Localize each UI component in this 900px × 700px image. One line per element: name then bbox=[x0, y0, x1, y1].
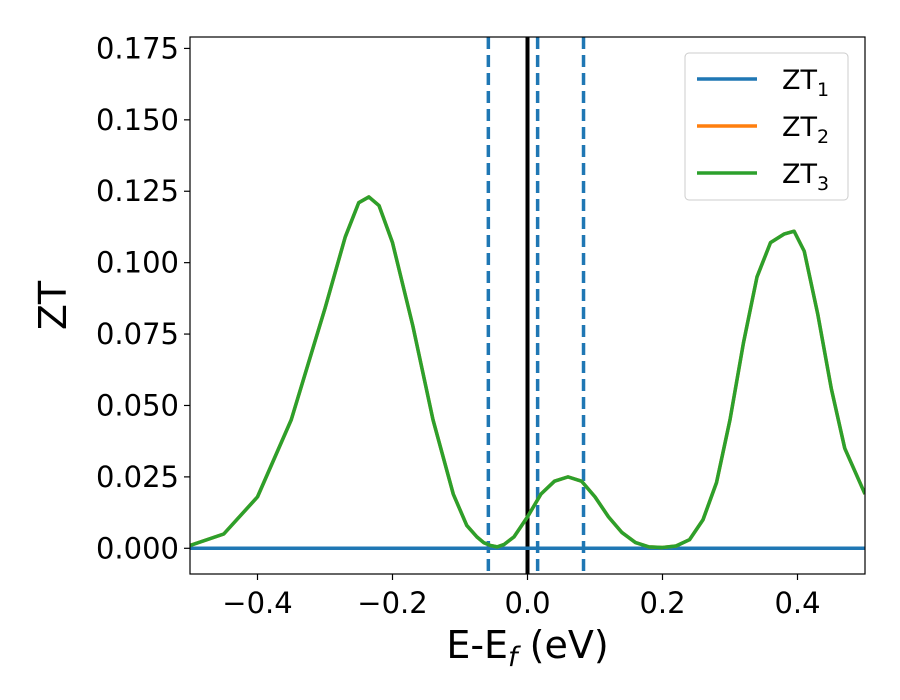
legend-label-zt2: ZT2 bbox=[782, 112, 829, 148]
y-tick-label: 0.000 bbox=[96, 531, 179, 565]
x-tick-label: −0.4 bbox=[222, 586, 292, 620]
legend-label-zt1: ZT1 bbox=[782, 65, 829, 101]
y-tick-label: 0.150 bbox=[96, 103, 179, 137]
axis-ticks-layer: −0.4 −0.2 0.0 0.2 0.4 0.000 0.025 0.050 0.075 0.1… bbox=[96, 31, 821, 620]
y-tick-label: 0.075 bbox=[96, 317, 179, 351]
y-tick-label: 0.025 bbox=[96, 460, 179, 494]
y-axis-title: ZT bbox=[31, 280, 75, 330]
x-tick-label: 0.0 bbox=[504, 586, 550, 620]
y-tick-label: 0.125 bbox=[96, 174, 179, 208]
y-tick-label: 0.175 bbox=[96, 31, 179, 65]
legend-label-main: ZT bbox=[782, 65, 817, 96]
x-tick-label: 0.2 bbox=[639, 586, 685, 620]
legend-box bbox=[684, 52, 849, 201]
legend-label-zt3: ZT3 bbox=[782, 159, 829, 195]
legend-label-subscript: 2 bbox=[817, 126, 829, 148]
legend-label-main: ZT bbox=[782, 112, 817, 143]
x-axis-title-unit: (eV) bbox=[518, 623, 609, 667]
series-line-zt3 bbox=[190, 195, 865, 550]
x-axis-title-main: E-E bbox=[446, 623, 508, 667]
plot-lines-layer bbox=[190, 37, 865, 574]
y-tick-label: 0.050 bbox=[96, 388, 179, 422]
x-tick-label: −0.2 bbox=[357, 586, 427, 620]
legend-label-subscript: 3 bbox=[817, 173, 829, 195]
y-tick-label: 0.100 bbox=[96, 246, 179, 280]
x-tick-label: 0.4 bbox=[774, 586, 820, 620]
legend-label-subscript: 1 bbox=[817, 79, 829, 101]
x-axis-title: E-Ef (eV) bbox=[446, 623, 608, 673]
legend-label-main: ZT bbox=[782, 159, 817, 190]
